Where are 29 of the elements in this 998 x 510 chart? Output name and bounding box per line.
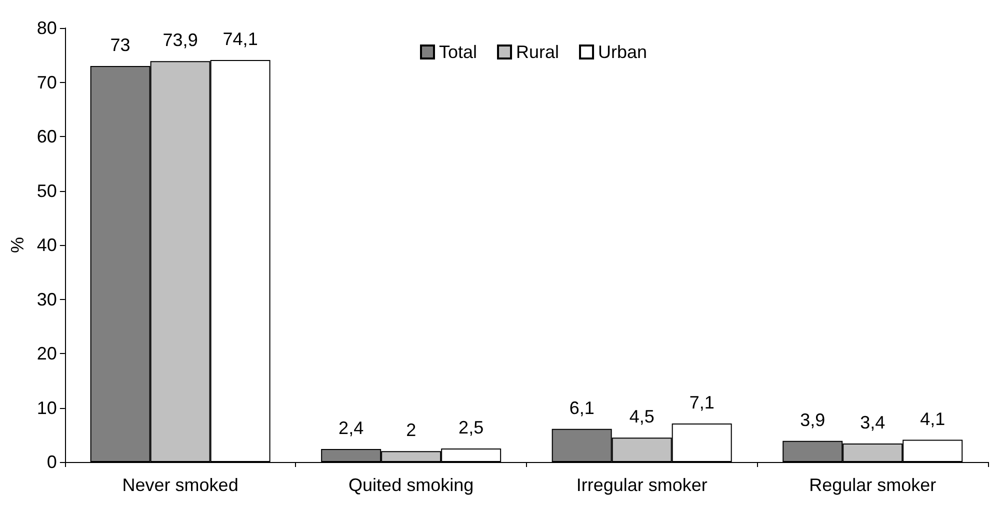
legend-label: Total [439,42,478,62]
data-label: 73 [110,34,130,55]
data-label: 2,5 [458,417,484,438]
y-tick-label: 0 [46,452,57,472]
y-tick-label: 70 [36,72,57,92]
data-label: 3,4 [860,412,886,433]
x-tick-label: Never smoked [122,475,238,495]
y-tick-label: 60 [36,126,57,146]
y-axis-title: % [7,236,27,254]
data-label: 7,1 [689,392,714,412]
x-tick-label: Quited smoking [348,475,474,495]
data-label: 2 [406,420,416,440]
data-label: 2,4 [338,418,364,438]
data-label: 6,1 [569,398,594,418]
data-label: 74,1 [222,29,258,50]
y-tick-label: 80 [36,18,57,38]
y-tick-label: 40 [36,235,57,255]
x-tick-label: Regular smoker [809,475,936,495]
data-label: 3,9 [800,410,826,430]
data-label: 4,1 [920,408,946,429]
data-label: 4,5 [629,406,654,427]
y-tick-label: 50 [36,180,57,201]
y-tick-label: 30 [36,289,57,310]
data-label: 73,9 [162,30,198,50]
legend-label: Rural [516,42,560,62]
legend-label: Urban [598,42,648,62]
y-tick-label: 20 [36,344,57,364]
y-tick-label: 10 [36,398,57,418]
x-tick-label: Irregular smoker [576,475,708,495]
